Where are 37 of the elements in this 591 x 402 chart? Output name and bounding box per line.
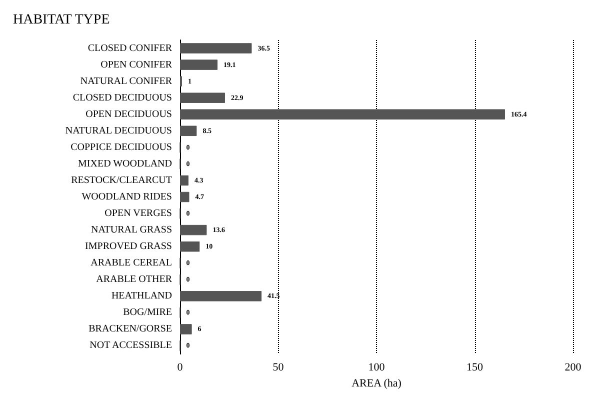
- y-tick-label: ARABLE CEREAL: [90, 258, 172, 269]
- y-tick-label: OPEN VERGES: [104, 208, 172, 220]
- bar: [180, 291, 262, 302]
- x-tick-label: 0: [177, 362, 184, 374]
- y-tick-label: WOODLAND RIDES: [82, 192, 172, 202]
- y-tick-label: NOT ACCESSIBLE: [90, 340, 172, 352]
- x-axis-title: AREA (ha): [352, 378, 402, 390]
- y-tick-label: CLOSED CONIFER: [88, 42, 172, 54]
- x-tick-label: 50: [272, 362, 284, 374]
- bar: [180, 60, 218, 70]
- bar: [180, 192, 190, 202]
- y-tick-label: CLOSED DECIDUOUS: [72, 92, 172, 104]
- bar: [180, 109, 506, 120]
- bar: [180, 126, 197, 136]
- bar: [180, 175, 188, 186]
- y-tick-label: OPEN CONIFER: [100, 59, 172, 70]
- y-tick-label: MIXED WOODLAND: [78, 158, 172, 170]
- y-tick-label: NATURAL CONIFER: [80, 76, 172, 87]
- bar: [180, 92, 225, 103]
- bar: [180, 43, 252, 54]
- y-tick-label: OPEN DECIDUOUS: [86, 108, 172, 120]
- x-tick-label: 100: [368, 362, 386, 374]
- y-tick-label: NATURAL GRASS: [90, 224, 172, 236]
- bar: [180, 224, 207, 236]
- bar: [180, 241, 200, 252]
- y-tick-label: NATURAL DECIDUOUS: [65, 125, 172, 136]
- x-tick-label: 150: [466, 362, 484, 374]
- bar: [180, 324, 192, 334]
- y-tick-label: IMPROVED GRASS: [85, 241, 172, 252]
- y-tick-label: BRACKEN/GORSE: [88, 324, 172, 335]
- text: HABITAT TYPE: [13, 12, 110, 28]
- y-tick-label: RESTOCK/CLEARCUT: [71, 174, 172, 186]
- x-tick-label: 200: [564, 362, 582, 374]
- y-tick-label: BOG/MIRE: [123, 307, 172, 318]
- y-tick-label: COPPICE DECIDUOUS: [70, 142, 172, 153]
- y-tick-label: HEATHLAND: [111, 290, 172, 302]
- y-tick-label: ARABLE OTHER: [96, 274, 172, 286]
